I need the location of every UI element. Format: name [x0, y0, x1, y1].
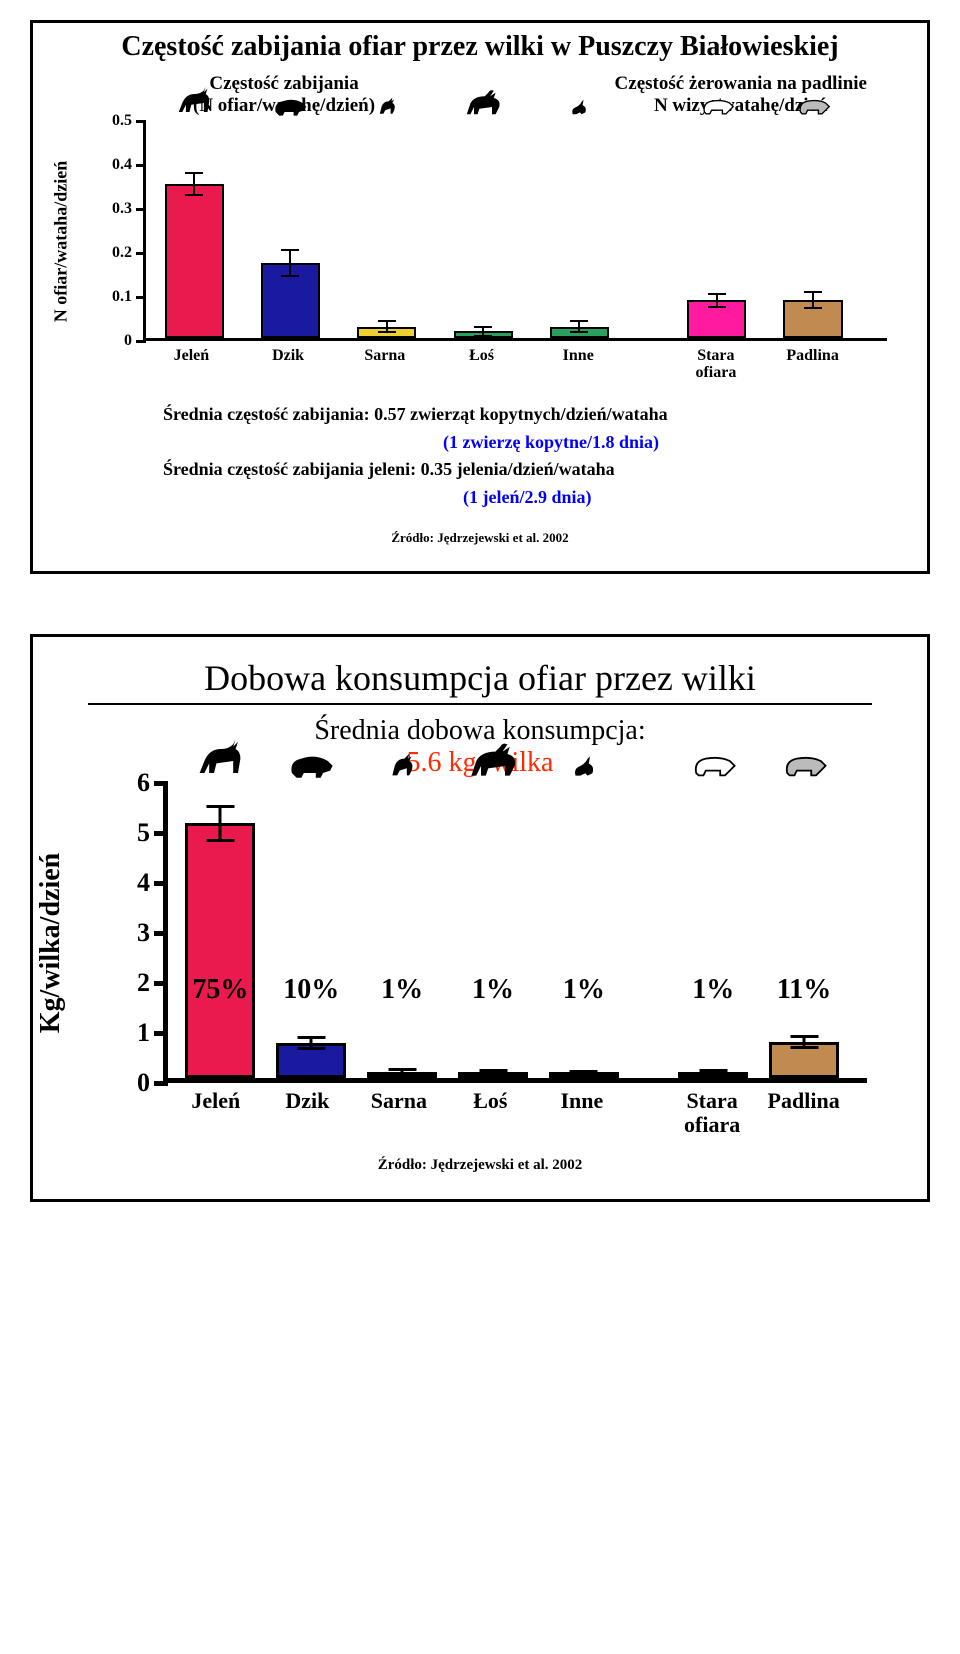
ytick-label: 1: [137, 1018, 168, 1048]
boar-icon: [287, 749, 335, 783]
moose-icon: [467, 742, 520, 783]
errorbar: [482, 327, 484, 336]
carcass2-icon: [795, 94, 831, 121]
errorbar: [803, 1036, 806, 1048]
xcat-label: Inne: [560, 1089, 603, 1113]
ytick-label: 6: [137, 768, 168, 798]
xcat-label: Stara ofiara: [684, 1089, 740, 1137]
deer-icon: [173, 85, 214, 121]
xcat-label: Sarna: [364, 347, 405, 365]
note1-line2b: (1 jeleń/2.9 dnia): [163, 484, 927, 512]
panel2-underline: [88, 703, 872, 705]
panel2-chart-wrap: Kg/wilka/dzień 75%10%1%1%1%1%11% 0123456: [33, 783, 927, 1083]
panel1-title: Częstość zabijania ofiar przez wilki w P…: [33, 23, 927, 67]
xcat-label: Padlina: [768, 1089, 840, 1113]
errorbar: [712, 1070, 715, 1076]
errorbar: [386, 321, 388, 332]
errorbar: [401, 1069, 404, 1075]
ytick-label: 3: [137, 918, 168, 948]
xcat-label: Dzik: [285, 1089, 329, 1113]
errorbar: [219, 806, 222, 841]
xcat-label: Łoś: [473, 1089, 507, 1113]
roedeer-icon: [388, 749, 417, 783]
errorbar: [492, 1070, 495, 1076]
carcass1-icon: [689, 749, 737, 783]
xcat-label: Sarna: [371, 1089, 427, 1113]
moose-icon: [463, 89, 503, 121]
ytick-label: 0.3: [112, 200, 146, 218]
panel1-chart-wrap: N ofiar/wataha/dzień 00.10.20.30.40.5: [33, 121, 927, 341]
ytick-label: 0.1: [112, 288, 146, 306]
errorbar: [716, 294, 718, 307]
panel1-chart-area: 00.10.20.30.40.5: [143, 121, 887, 341]
panel1-source: Źródło: Jędrzejewski et al. 2002: [33, 530, 927, 546]
panel1-xcats: Jeleń Dzik Sarna Łoś Inne Stara ofiara Padlina: [143, 347, 887, 381]
xcat-label: Jeleń: [174, 347, 210, 365]
panel1-yaxis-label: N ofiar/wataha/dzień: [51, 160, 72, 322]
panel2-title: Dobowa konsumpcja ofiar przez wilki: [33, 637, 927, 703]
bar-Jeleń: [165, 184, 224, 338]
errorbar: [578, 321, 580, 332]
errorbar: [582, 1071, 585, 1077]
ytick-label: 0.2: [112, 244, 146, 262]
note1-line1b: (1 zwierzę kopytne/1.8 dnia): [163, 429, 927, 457]
roedeer-icon: [376, 94, 398, 121]
ytick-label: 4: [137, 868, 168, 898]
panel1-notes: Średnia częstość zabijania: 0.57 zwierzą…: [163, 401, 927, 513]
boar-icon: [272, 94, 308, 121]
bar-Jeleń: [185, 823, 255, 1078]
hare-icon: [571, 754, 597, 783]
panel1-icon-row: [146, 93, 887, 121]
ytick-label: 0.5: [112, 112, 146, 130]
panel1-bars: [146, 121, 887, 338]
xcat-label: Stara ofiara: [695, 347, 736, 382]
xcat-label: Jeleń: [191, 1089, 240, 1113]
errorbar: [310, 1037, 313, 1049]
note1-line1: Średnia częstość zabijania: 0.57 zwierzą…: [163, 401, 927, 429]
note1-line2: Średnia częstość zabijania jeleni: 0.35 …: [163, 456, 927, 484]
errorbar: [193, 173, 195, 195]
xcat-label: Łoś: [469, 347, 494, 365]
panel2-chart-area: 75%10%1%1%1%1%11% 0123456: [163, 783, 867, 1083]
carcass2-icon: [780, 749, 828, 783]
panel2-xcats: JeleńDzikSarnaŁośInneStara ofiaraPadlina: [163, 1089, 867, 1133]
panel2-source: Źródło: Jędrzejewski et al. 2002: [33, 1157, 927, 1174]
panel2-yaxis-label: Kg/wilka/dzień: [35, 853, 67, 1033]
errorbar: [289, 250, 291, 276]
panel2-bars: [168, 783, 867, 1078]
panel2-icon-row: [168, 745, 867, 783]
hare-icon: [570, 98, 590, 121]
xcat-label: Dzik: [272, 347, 304, 365]
deer-icon: [193, 737, 248, 783]
errorbar: [812, 292, 814, 308]
ytick-label: 5: [137, 818, 168, 848]
panel-consumption: Dobowa konsumpcja ofiar przez wilki Śred…: [30, 634, 930, 1202]
ytick-label: 2: [137, 968, 168, 998]
panel-frequency: Częstość zabijania ofiar przez wilki w P…: [30, 20, 930, 574]
xcat-label: Padlina: [786, 347, 838, 365]
xcat-label: Inne: [563, 347, 594, 365]
carcass1-icon: [699, 94, 735, 121]
ytick-label: 0.4: [112, 156, 146, 174]
